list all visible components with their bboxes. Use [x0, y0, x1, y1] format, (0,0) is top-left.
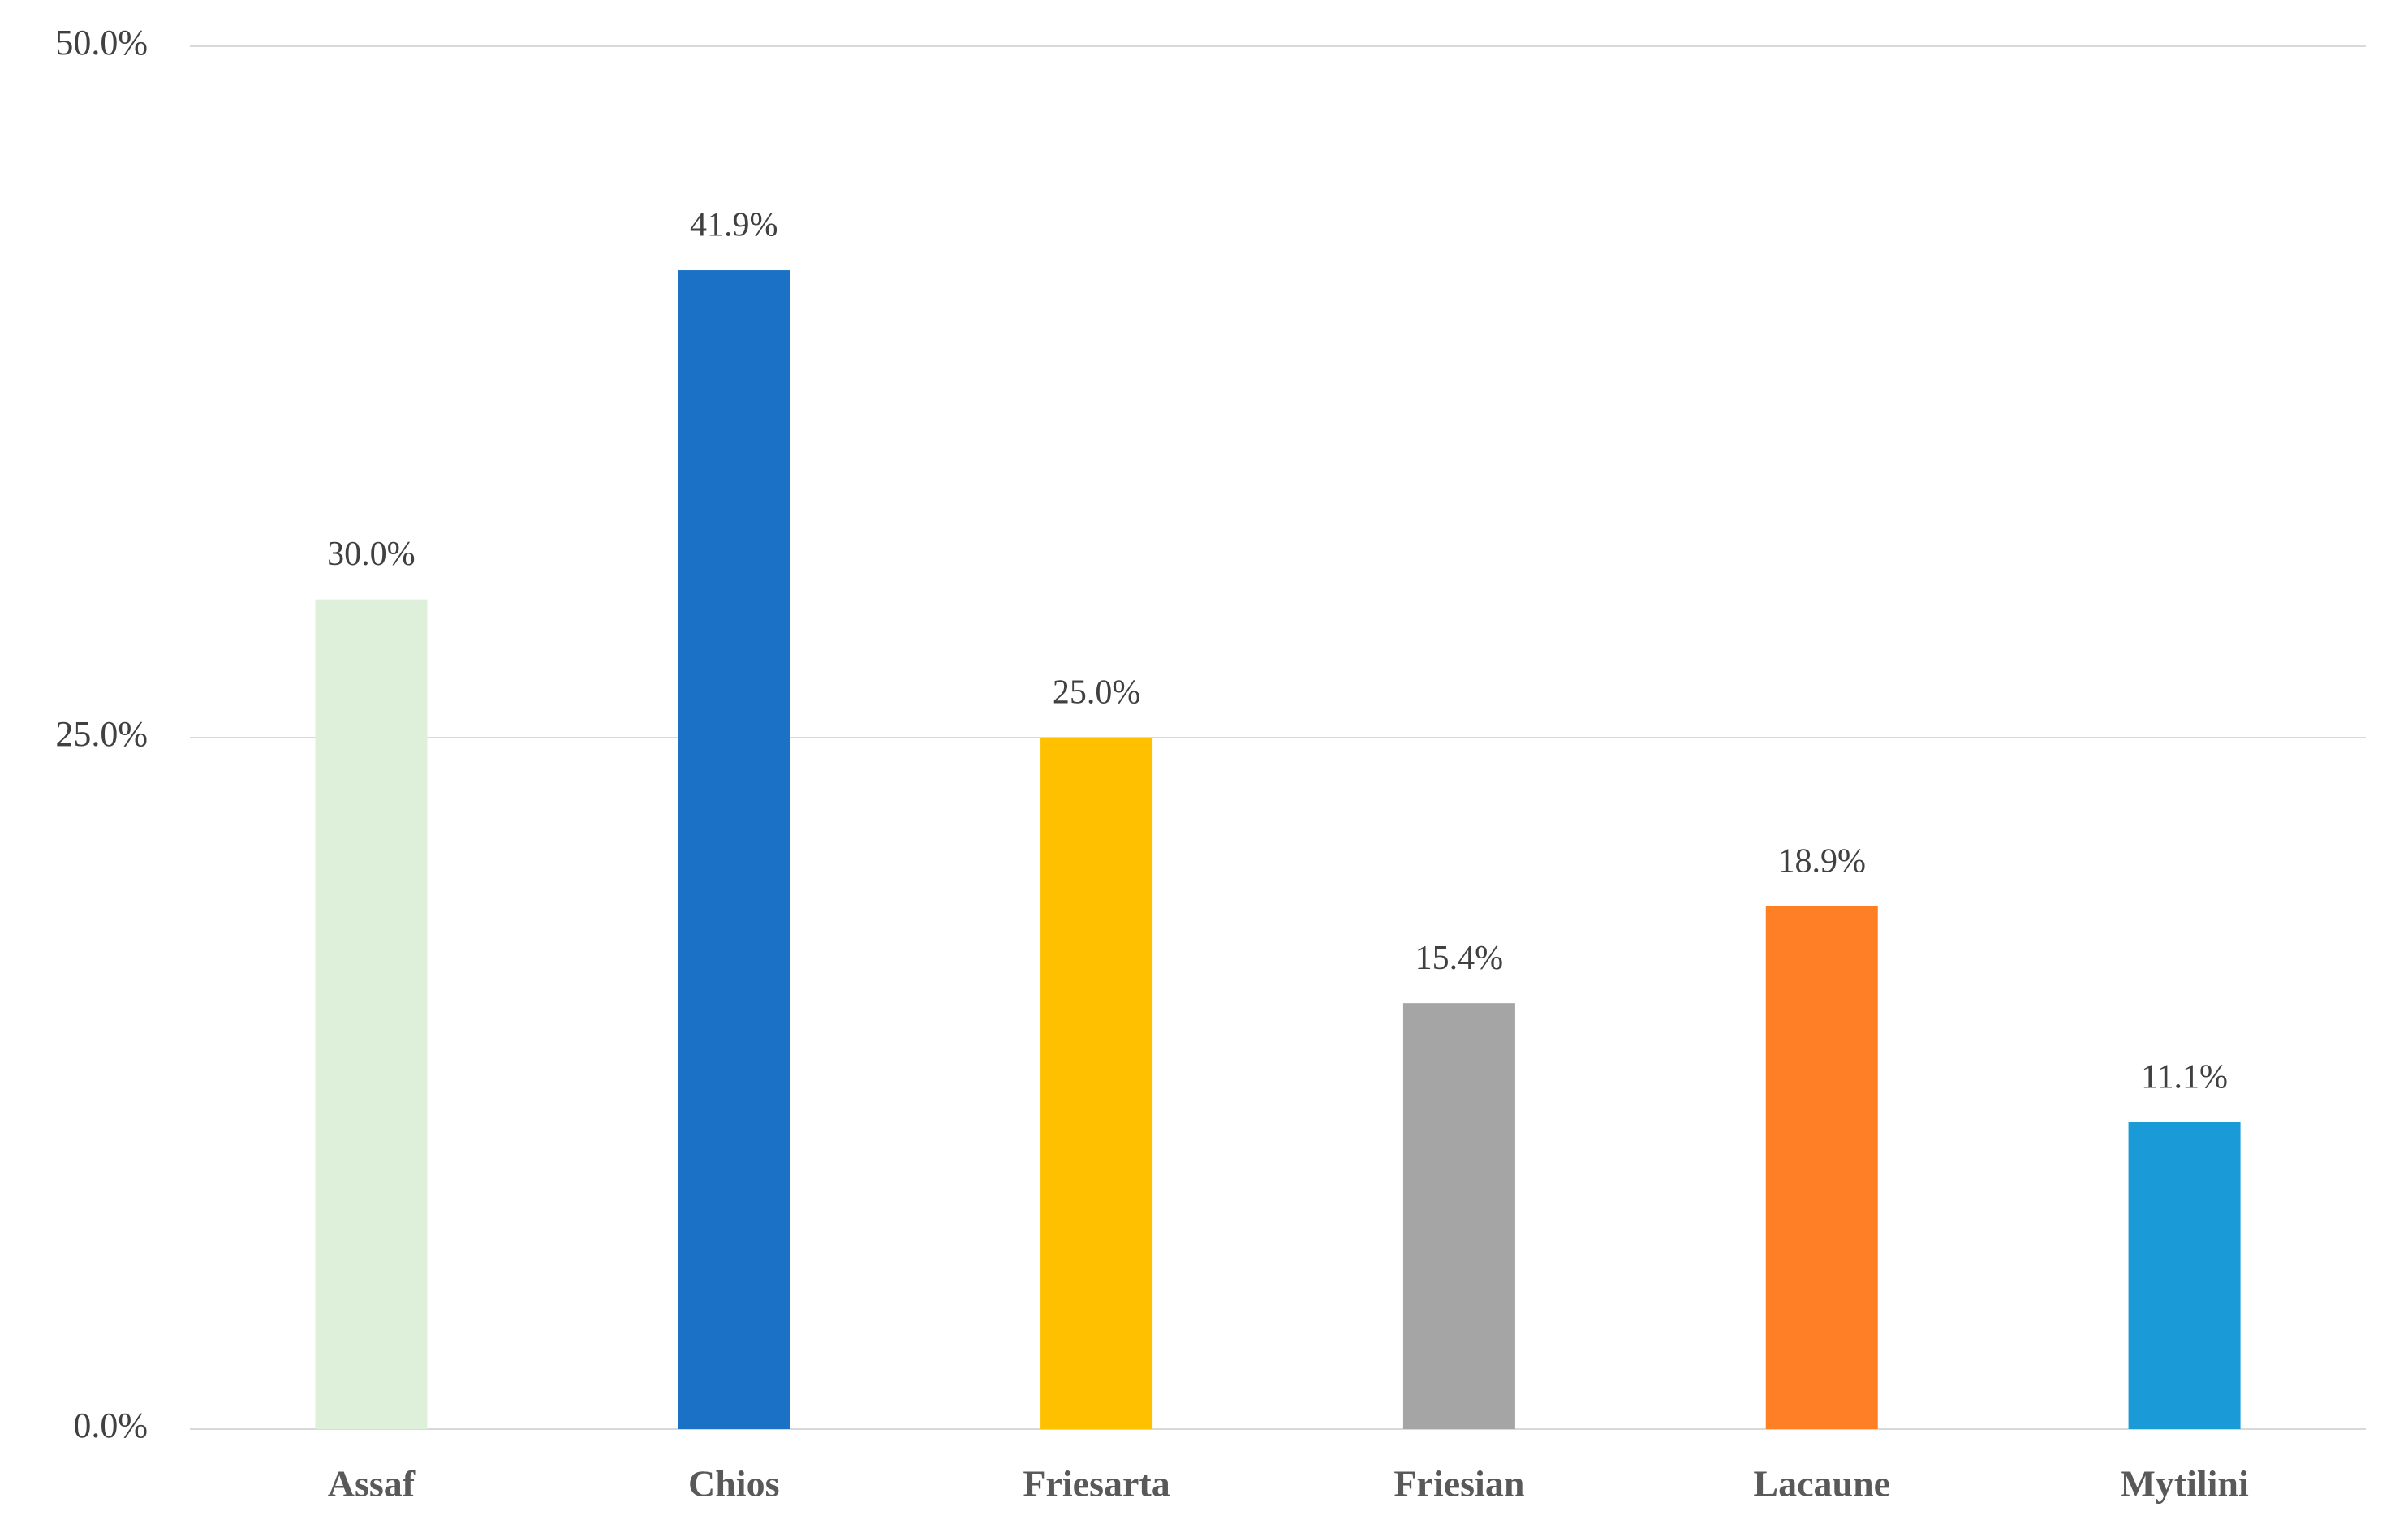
- value-label: 25.0%: [1053, 674, 1141, 712]
- bar: [1040, 738, 1153, 1429]
- x-tick-label: Friesian: [1394, 1463, 1524, 1505]
- x-tick-label: Lacaune: [1753, 1463, 1890, 1505]
- bar: [678, 270, 790, 1430]
- bar: [315, 599, 428, 1429]
- y-tick-label: 25.0%: [55, 714, 148, 754]
- bar: [2128, 1122, 2241, 1429]
- value-label: 11.1%: [2141, 1058, 2228, 1096]
- y-tick-label: 50.0%: [55, 23, 148, 62]
- x-tick-label: Assaf: [328, 1463, 416, 1505]
- y-tick-label: 0.0%: [73, 1406, 148, 1445]
- x-tick-label: Friesarta: [1023, 1463, 1170, 1505]
- bar: [1402, 1003, 1515, 1429]
- value-label: 15.4%: [1415, 940, 1504, 977]
- x-tick-label: Chios: [688, 1463, 779, 1505]
- value-label: 41.9%: [690, 207, 778, 244]
- x-tick-label: Mytilini: [2120, 1463, 2249, 1505]
- value-label: 18.9%: [1778, 843, 1867, 880]
- value-label: 30.0%: [327, 536, 416, 573]
- bar: [1765, 906, 1878, 1429]
